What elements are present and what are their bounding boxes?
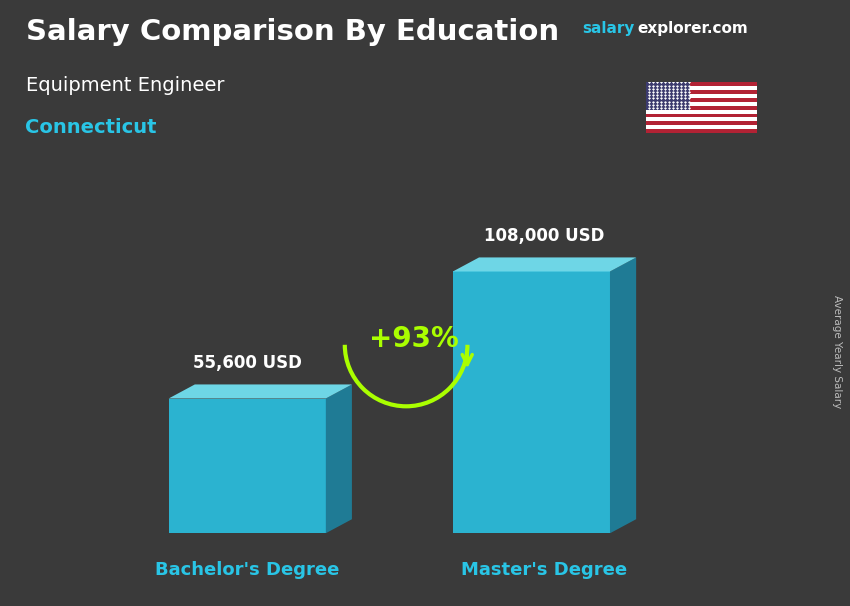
Text: Bachelor's Degree: Bachelor's Degree xyxy=(155,561,339,579)
Polygon shape xyxy=(326,384,352,533)
Bar xyxy=(646,129,756,133)
Polygon shape xyxy=(168,384,352,399)
Text: salary: salary xyxy=(582,21,635,36)
Bar xyxy=(646,105,756,110)
Polygon shape xyxy=(168,399,326,533)
Text: +93%: +93% xyxy=(369,325,458,353)
Text: Equipment Engineer: Equipment Engineer xyxy=(26,76,224,95)
Text: 108,000 USD: 108,000 USD xyxy=(484,227,604,245)
Polygon shape xyxy=(453,258,636,271)
Bar xyxy=(646,118,756,121)
Polygon shape xyxy=(453,271,610,533)
Bar xyxy=(646,90,756,94)
Bar xyxy=(646,98,756,102)
Polygon shape xyxy=(610,258,636,533)
Text: explorer.com: explorer.com xyxy=(638,21,748,36)
Bar xyxy=(646,110,756,113)
Bar xyxy=(646,121,756,125)
Text: Average Yearly Salary: Average Yearly Salary xyxy=(832,295,842,408)
Bar xyxy=(646,125,756,129)
Text: 55,600 USD: 55,600 USD xyxy=(193,354,302,372)
Bar xyxy=(646,86,756,90)
Bar xyxy=(646,94,756,98)
Text: Connecticut: Connecticut xyxy=(26,118,157,137)
Bar xyxy=(646,82,756,86)
Bar xyxy=(646,102,756,105)
Bar xyxy=(646,82,690,110)
Text: Master's Degree: Master's Degree xyxy=(462,561,627,579)
Bar xyxy=(646,113,756,118)
Text: Salary Comparison By Education: Salary Comparison By Education xyxy=(26,18,558,46)
